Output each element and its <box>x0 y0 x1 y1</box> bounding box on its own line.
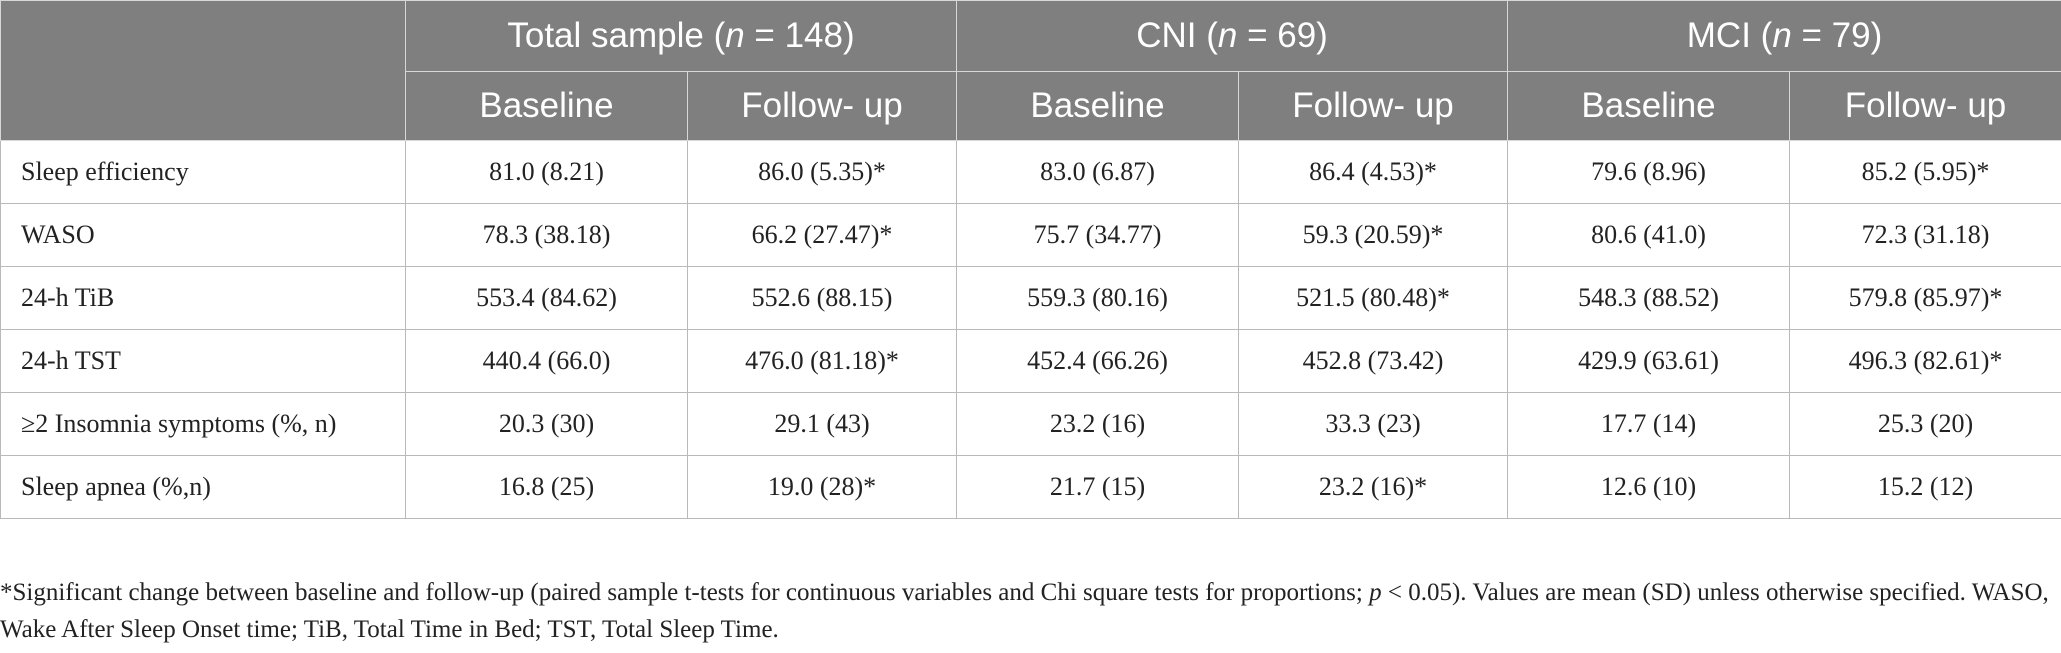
table-cell: 12.6 (10) <box>1507 455 1791 519</box>
table-cell: 19.0 (28)* <box>686 455 958 519</box>
table-cell: 86.0 (5.35)* <box>686 140 958 204</box>
table-cell: 521.5 (80.48)* <box>1238 266 1509 330</box>
group-header-row: Total sample (n = 148) CNI (n = 69) MCI … <box>0 0 2061 141</box>
table-row: Sleep efficiency 81.0 (8.21) 86.0 (5.35)… <box>0 140 2061 204</box>
subheader-cell: Follow- up <box>686 71 958 141</box>
group-header-total: Total sample (n = 148) <box>404 0 958 72</box>
table-footnote: *Significant change between baseline and… <box>0 579 2049 643</box>
table-cell: 23.2 (16)* <box>1238 455 1509 519</box>
subheader-cell: Baseline <box>405 71 688 141</box>
timepoint-header-row: Baseline Follow- up Baseline Follow- up … <box>1 71 2061 141</box>
table-cell: 86.4 (4.53)* <box>1238 140 1509 204</box>
table-cell: 75.7 (34.77) <box>956 203 1240 267</box>
table-row: 24-h TST 440.4 (66.0) 476.0 (81.18)* 452… <box>0 329 2061 393</box>
table-cell: 72.3 (31.18) <box>1789 203 2061 267</box>
table-cell: 25.3 (20) <box>1789 392 2061 456</box>
table-cell: 23.2 (16) <box>956 392 1240 456</box>
row-label: WASO <box>0 203 406 267</box>
table-cell: 548.3 (88.52) <box>1507 266 1791 330</box>
row-label: ≥2 Insomnia symptoms (%, n) <box>0 392 406 456</box>
table-cell: 81.0 (8.21) <box>405 140 688 204</box>
table-cell: 33.3 (23) <box>1238 392 1509 456</box>
table-cell: 21.7 (15) <box>956 455 1240 519</box>
table-cell: 496.3 (82.61)* <box>1789 329 2061 393</box>
group-header-cni: CNI (n = 69) <box>956 0 1509 72</box>
table-cell: 15.2 (12) <box>1789 455 2061 519</box>
row-label: Sleep efficiency <box>0 140 406 204</box>
table-cell: 440.4 (66.0) <box>405 329 688 393</box>
corner-header-cell <box>0 0 406 141</box>
table-row: ≥2 Insomnia symptoms (%, n) 20.3 (30) 29… <box>0 392 2061 456</box>
subheader-cell: Follow- up <box>1789 71 2061 141</box>
table-cell: 16.8 (25) <box>405 455 688 519</box>
subheader-cell: Baseline <box>1507 71 1791 141</box>
table-cell: 559.3 (80.16) <box>956 266 1240 330</box>
table-cell: 20.3 (30) <box>405 392 688 456</box>
table-cell: 79.6 (8.96) <box>1507 140 1791 204</box>
row-label: 24-h TiB <box>0 266 406 330</box>
row-label: 24-h TST <box>0 329 406 393</box>
table-cell: 552.6 (88.15) <box>686 266 958 330</box>
table-cell: 66.2 (27.47)* <box>686 203 958 267</box>
table-cell: 429.9 (63.61) <box>1507 329 1791 393</box>
table-cell: 29.1 (43) <box>686 392 958 456</box>
table-row: 24-h TiB 553.4 (84.62) 552.6 (88.15) 559… <box>0 266 2061 330</box>
group-header-mci: MCI (n = 79) <box>1507 0 2061 72</box>
table-cell: 78.3 (38.18) <box>405 203 688 267</box>
table-cell: 553.4 (84.62) <box>405 266 688 330</box>
table-cell: 579.8 (85.97)* <box>1789 266 2061 330</box>
subheader-cell: Baseline <box>956 71 1240 141</box>
table-row: Sleep apnea (%,n) 16.8 (25) 19.0 (28)* 2… <box>0 455 2061 519</box>
table-cell: 17.7 (14) <box>1507 392 1791 456</box>
sleep-measures-table: Total sample (n = 148) CNI (n = 69) MCI … <box>0 0 2061 519</box>
table-cell: 59.3 (20.59)* <box>1238 203 1509 267</box>
subheader-cell: Follow- up <box>1238 71 1509 141</box>
table-row: WASO 78.3 (38.18) 66.2 (27.47)* 75.7 (34… <box>0 203 2061 267</box>
table-cell: 452.8 (73.42) <box>1238 329 1509 393</box>
table-cell: 80.6 (41.0) <box>1507 203 1791 267</box>
table-cell: 83.0 (6.87) <box>956 140 1240 204</box>
table-cell: 85.2 (5.95)* <box>1789 140 2061 204</box>
table-cell: 452.4 (66.26) <box>956 329 1240 393</box>
row-label: Sleep apnea (%,n) <box>0 455 406 519</box>
table-cell: 476.0 (81.18)* <box>686 329 958 393</box>
